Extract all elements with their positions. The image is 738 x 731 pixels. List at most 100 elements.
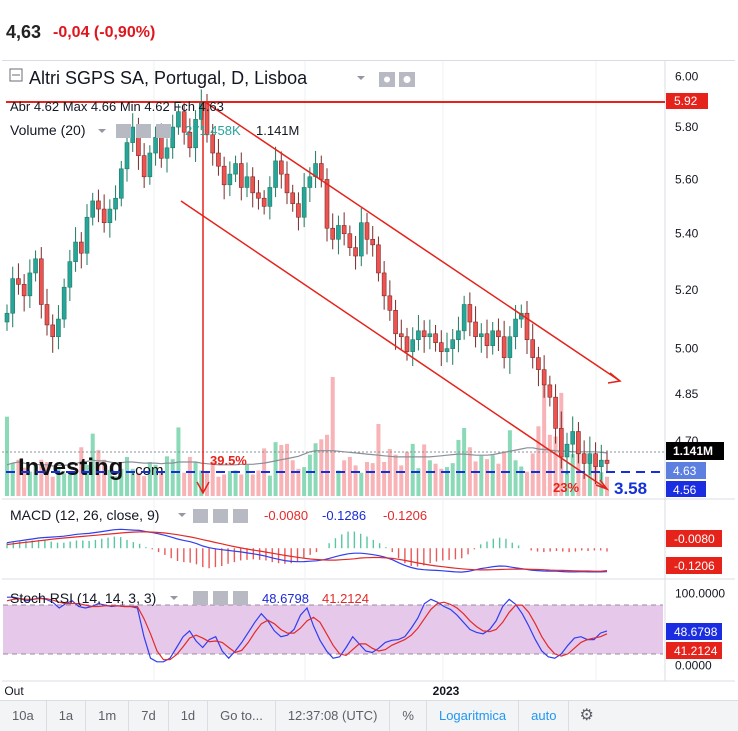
candle-body xyxy=(290,192,296,204)
candle-body xyxy=(153,137,158,154)
pane-frames xyxy=(2,61,735,682)
range-1m-button[interactable]: 1m xyxy=(86,701,130,731)
candle-body xyxy=(467,304,473,323)
volume-bar xyxy=(22,467,27,496)
candle-body xyxy=(141,155,147,178)
collapse-icon[interactable] xyxy=(9,68,23,82)
go-to-button[interactable]: Go to... xyxy=(208,701,276,731)
investing-logo: Investing xyxy=(18,454,123,481)
volume-bar xyxy=(347,456,352,496)
volume-bar xyxy=(302,467,307,496)
macd-eye-icon[interactable] xyxy=(193,509,208,523)
volume-value: 1.141M xyxy=(256,123,299,138)
volume-bar xyxy=(130,468,135,496)
channel-lower-arrow xyxy=(595,479,610,491)
volume-bar xyxy=(513,460,518,496)
stoch-rsi-pane xyxy=(6,596,608,663)
candle-body xyxy=(158,137,164,159)
clock-readout[interactable]: 12:37:08 (UTC) xyxy=(276,701,391,731)
macd-settings-icon[interactable] xyxy=(213,509,228,523)
volume-bar xyxy=(5,416,9,496)
price-tick-label: 5.00 xyxy=(675,342,699,356)
target-percent-label: 23% xyxy=(553,480,579,495)
volume-bar xyxy=(507,430,512,496)
rsi-settings-icon[interactable] xyxy=(213,591,228,605)
volume-bar xyxy=(233,470,238,496)
candle-body xyxy=(553,396,558,429)
volume-tag-text: 1.141M xyxy=(673,444,713,458)
volume-bar xyxy=(73,473,78,496)
range-1d-button[interactable]: 1d xyxy=(169,701,209,731)
range-1y-button[interactable]: 1a xyxy=(47,701,87,731)
candle-body xyxy=(27,272,33,297)
auto-scale-toggle[interactable]: auto xyxy=(519,701,570,731)
candle-body xyxy=(381,272,387,297)
candle-body xyxy=(398,333,404,338)
volume-bar xyxy=(56,467,61,496)
volume-bar xyxy=(370,463,375,496)
candle-body xyxy=(73,241,78,262)
candle-body xyxy=(256,192,261,199)
candle-body xyxy=(536,357,541,370)
candle-body xyxy=(176,111,181,128)
volume-bar xyxy=(90,433,95,496)
settings-gear-icon[interactable]: ⚙ xyxy=(579,707,594,724)
volume-bar xyxy=(113,476,118,496)
volume-dropdown-icon[interactable] xyxy=(98,129,106,133)
title-dropdown-icon[interactable] xyxy=(357,76,365,80)
volume-bar xyxy=(119,468,124,496)
volume-eye-icon[interactable] xyxy=(116,124,131,138)
volume-close-icon[interactable] xyxy=(156,124,171,138)
range-7d-button[interactable]: 7d xyxy=(129,701,169,731)
channel-upper-arrow xyxy=(607,372,622,384)
candle-body xyxy=(233,163,238,175)
macd-dropdown-icon[interactable] xyxy=(178,513,186,517)
percent-toggle[interactable]: % xyxy=(390,701,427,731)
volume-settings-icon[interactable] xyxy=(136,124,151,138)
log-scale-toggle[interactable]: Logaritmica xyxy=(427,701,520,731)
candle-body xyxy=(90,200,96,218)
volume-bar xyxy=(85,464,89,496)
volume-bar xyxy=(153,464,158,496)
quote-header: 4,63 -0,04 (-0,90%) xyxy=(0,0,738,60)
candle-body xyxy=(456,330,461,340)
rsi-tick-label: 0.0000 xyxy=(675,658,712,672)
rsi-dropdown-icon[interactable] xyxy=(170,596,178,600)
macd-line xyxy=(6,528,608,573)
last-price: 4,63 xyxy=(6,22,42,42)
volume-bar xyxy=(279,445,284,496)
macd-label: MACD (12, 26, close, 9) xyxy=(10,507,159,523)
volume-bar xyxy=(16,459,21,496)
volume-bar xyxy=(336,470,341,496)
price-tick-label: 5.20 xyxy=(675,283,699,297)
macd-close-icon[interactable] xyxy=(233,509,248,523)
volume-bar xyxy=(439,468,444,496)
volume-bar xyxy=(165,456,169,496)
volume-bar xyxy=(245,464,249,496)
ohlc-readout: Abr 4.62 Max 4.66 Min 4.62 Fch 4.63 xyxy=(10,99,224,114)
volume-bar xyxy=(382,462,387,496)
candle-body xyxy=(113,197,118,210)
candle-body xyxy=(376,244,381,274)
volume-bar xyxy=(10,463,15,496)
volume-bar xyxy=(485,459,489,496)
candle-body xyxy=(21,284,27,297)
chart-area[interactable]: 6.00 5.80 5.60 5.40 5.20 5.00 4.85 4.70 Investi… xyxy=(2,60,735,701)
volume-bar xyxy=(159,472,164,496)
candle-body xyxy=(107,208,113,224)
rsi-eye-icon[interactable] xyxy=(193,591,208,605)
low-tag-text: 4.56 xyxy=(673,483,697,497)
volume-bar xyxy=(393,454,398,496)
volume-bar xyxy=(273,442,278,496)
candle-body xyxy=(410,339,416,352)
chart-canvas[interactable]: 6.005.805.605.405.205.004.854.70 Investi… xyxy=(2,61,735,701)
volume-bar xyxy=(193,462,198,496)
volume-bar xyxy=(542,379,547,496)
candle-body xyxy=(478,333,484,338)
range-10y-button[interactable]: 10a xyxy=(0,701,47,731)
volume-bar xyxy=(45,462,49,496)
volume-bar xyxy=(490,455,495,496)
candle-body xyxy=(547,384,553,398)
rsi-close-icon[interactable] xyxy=(233,591,248,605)
candle-body xyxy=(4,312,10,323)
